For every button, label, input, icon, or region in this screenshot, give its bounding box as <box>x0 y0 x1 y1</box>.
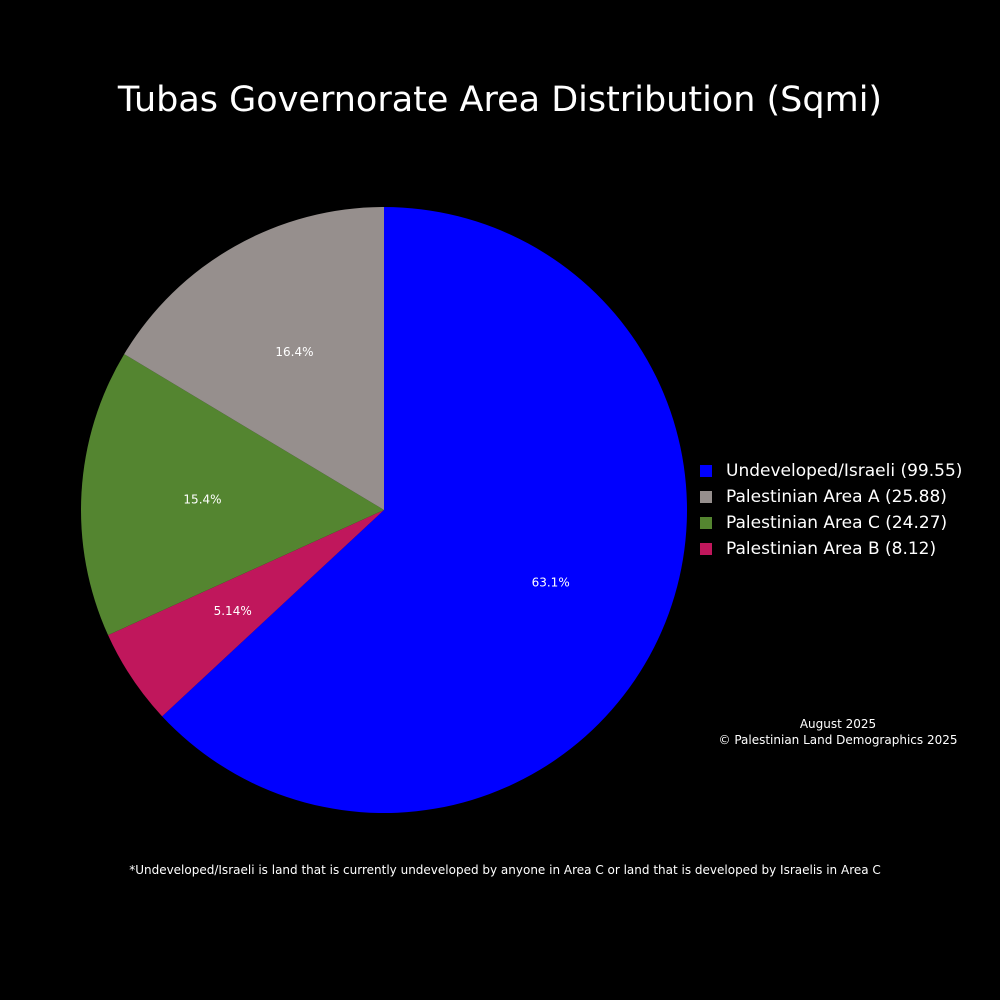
legend-label: Palestinian Area A (25.88) <box>726 487 947 507</box>
legend: Undeveloped/Israeli (99.55) Palestinian … <box>700 458 962 562</box>
legend-label: Palestinian Area B (8.12) <box>726 539 937 559</box>
pie-slice-undeveloped-israeli <box>162 207 688 814</box>
legend-item-palestinian-area-b[interactable]: Palestinian Area B (8.12) <box>700 536 962 562</box>
annotation-date: August 2025 <box>799 717 877 731</box>
pie-slice-label: 16.4% <box>275 345 313 359</box>
legend-label: Palestinian Area C (24.27) <box>726 513 948 533</box>
pie-labels: 63.1% 5.14% 15.4% 16.4% <box>183 345 569 618</box>
legend-label: Undeveloped/Israeli (99.55) <box>726 461 963 481</box>
legend-item-palestinian-area-c[interactable]: Palestinian Area C (24.27) <box>700 510 962 536</box>
pie-slice-palestinian-area-b <box>108 510 384 717</box>
legend-swatch <box>700 543 712 555</box>
chart-title: Tubas Governorate Area Distribution (Sqm… <box>117 80 883 120</box>
pie-slice-palestinian-area-a <box>124 207 384 510</box>
pie-slice-label: 5.14% <box>214 604 252 618</box>
pie-slice-label: 63.1% <box>532 576 570 590</box>
legend-swatch <box>700 517 712 529</box>
legend-swatch <box>700 491 712 503</box>
legend-swatch <box>700 465 712 477</box>
pie-slices <box>80 207 688 814</box>
annotation-copyright: © Palestinian Land Demographics 2025 <box>718 733 958 747</box>
footnote: *Undeveloped/Israeli is land that is cur… <box>129 863 881 877</box>
pie-slice-label: 15.4% <box>183 493 221 507</box>
source-annotation: August 2025 © Palestinian Land Demograph… <box>700 716 976 748</box>
legend-item-palestinian-area-a[interactable]: Palestinian Area A (25.88) <box>700 484 962 510</box>
legend-item-undeveloped-israeli[interactable]: Undeveloped/Israeli (99.55) <box>700 458 962 484</box>
pie-slice-palestinian-area-c <box>80 354 384 636</box>
